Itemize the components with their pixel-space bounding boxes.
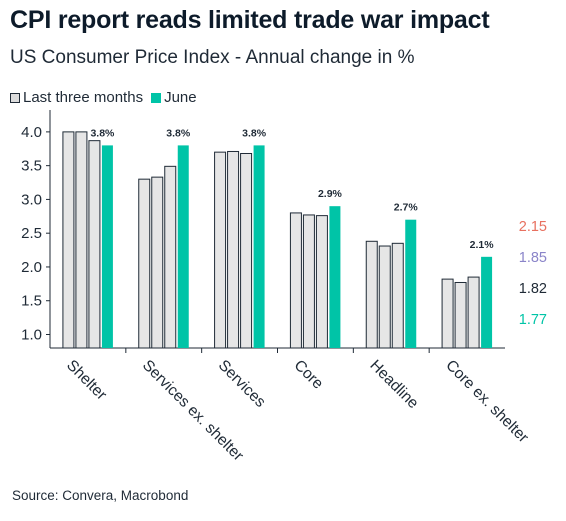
side-annotation-value: 1.85 — [519, 250, 547, 266]
chart-subtitle: US Consumer Price Index - Annual change … — [10, 47, 415, 68]
legend-label-last-three-months: Last three months — [23, 89, 144, 106]
source-note: Source: Convera, Macrobond — [12, 488, 189, 503]
bar-last-three-months — [441, 278, 454, 349]
x-category-label: Headline — [366, 357, 421, 412]
bar-last-three-months — [365, 240, 378, 349]
side-annotation-value: 1.77 — [519, 312, 547, 328]
bar-last-three-months — [302, 214, 315, 349]
side-annotation-value: 2.15 — [519, 219, 547, 235]
bar-last-three-months — [378, 245, 391, 349]
y-tick-label: 1.0 — [21, 326, 42, 343]
side-annotation-value: 1.82 — [519, 281, 547, 297]
x-category-label: Core — [291, 357, 327, 393]
legend-swatch-june — [151, 92, 162, 103]
bar-last-three-months — [315, 215, 328, 349]
bar-last-three-months — [454, 281, 467, 349]
legend-label-june: June — [164, 89, 197, 106]
bar-last-three-months — [151, 176, 164, 349]
y-tick-label: 3.0 — [21, 191, 42, 208]
data-label-june: 3.8% — [90, 127, 115, 139]
bar-last-three-months — [289, 212, 302, 349]
data-label-june: 2.7% — [394, 202, 419, 214]
bar-june — [101, 145, 113, 348]
x-category-label: Services — [215, 357, 269, 411]
bar-june — [481, 256, 493, 348]
bar-last-three-months — [164, 165, 177, 349]
x-category-label: Shelter — [63, 357, 110, 404]
bar-last-three-months — [227, 150, 240, 349]
bar-last-three-months — [88, 140, 101, 349]
x-category-label: Core ex. shelter — [442, 357, 531, 446]
y-tick-label: 1.5 — [21, 293, 42, 310]
legend: Last three months June — [10, 89, 197, 106]
bar-last-three-months — [138, 178, 151, 349]
y-tick-label: 2.0 — [21, 259, 42, 276]
data-label-june: 3.8% — [242, 127, 267, 139]
y-tick-label: 2.5 — [21, 225, 42, 242]
bar-june — [253, 145, 265, 348]
bar-june — [329, 206, 341, 348]
data-label-june: 3.8% — [166, 127, 191, 139]
bar-last-three-months — [467, 276, 480, 349]
data-label-june: 2.9% — [318, 188, 343, 200]
bar-june — [405, 219, 417, 348]
bar-last-three-months — [240, 152, 253, 349]
y-tick-label: 3.5 — [21, 158, 42, 175]
data-label-june: 2.1% — [470, 239, 495, 251]
bar-june — [177, 145, 189, 348]
bar-last-three-months — [62, 131, 75, 349]
chart-title: CPI report reads limited trade war impac… — [10, 6, 490, 34]
bar-last-three-months — [214, 151, 227, 349]
legend-swatch-last-three-months — [10, 92, 20, 103]
bar-last-three-months — [75, 131, 88, 349]
y-tick-label: 4.0 — [21, 124, 42, 141]
bar-last-three-months — [391, 242, 404, 349]
